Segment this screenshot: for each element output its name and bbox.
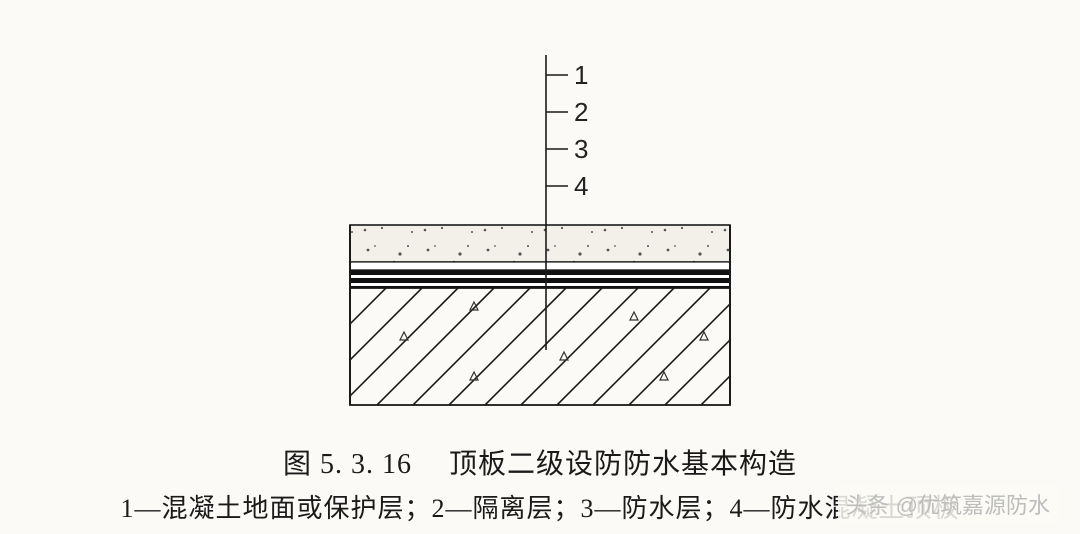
layer-1-protection: [350, 225, 730, 262]
leader-label-1: 1: [574, 60, 588, 90]
figure-number: 图 5. 3. 16: [283, 449, 412, 480]
page: 1234 图 5. 3. 16 顶板二级设防防水基本构造 1—混凝土地面或保护层…: [0, 0, 1080, 534]
figure-caption-line: 图 5. 3. 16 顶板二级设防防水基本构造: [0, 442, 1080, 482]
layer-4-concrete-slab: [350, 288, 730, 405]
layer-2-isolation: [350, 262, 730, 270]
leader-label-3: 3: [574, 134, 588, 164]
leader-label-4: 4: [574, 171, 588, 201]
leader-label-2: 2: [574, 97, 588, 127]
figure-title: 顶板二级设防防水基本构造: [449, 449, 797, 480]
watermark-text: 头条 @优筑嘉源防水: [838, 486, 1058, 522]
